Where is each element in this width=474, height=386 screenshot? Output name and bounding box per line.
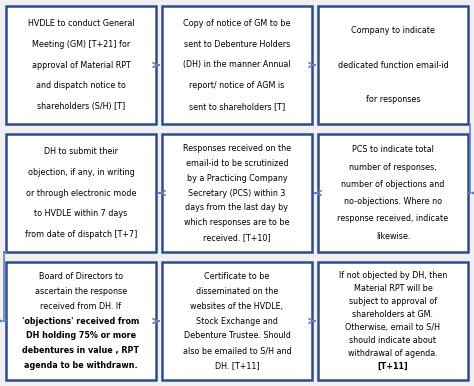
Text: shareholders (S/H) [T]: shareholders (S/H) [T] <box>37 102 125 111</box>
Text: likewise.: likewise. <box>376 232 410 241</box>
FancyBboxPatch shape <box>318 6 468 124</box>
Text: Board of Directors to: Board of Directors to <box>39 272 123 281</box>
Text: email-id to be scrutinized: email-id to be scrutinized <box>186 159 288 168</box>
Text: subject to approval of: subject to approval of <box>349 297 437 306</box>
Text: Responses received on the: Responses received on the <box>183 144 291 153</box>
Text: Material RPT will be: Material RPT will be <box>354 284 432 293</box>
FancyBboxPatch shape <box>162 6 312 124</box>
Text: by a Practicing Company: by a Practicing Company <box>187 174 287 183</box>
Text: Copy of notice of GM to be: Copy of notice of GM to be <box>183 19 291 28</box>
Text: ascertain the response: ascertain the response <box>35 287 127 296</box>
Text: days from the last day by: days from the last day by <box>185 203 289 212</box>
Text: for responses: for responses <box>366 95 420 104</box>
Text: or through electronic mode: or through electronic mode <box>26 188 136 198</box>
Text: Certificate to be: Certificate to be <box>204 272 270 281</box>
Text: DH to submit their: DH to submit their <box>44 147 118 156</box>
Text: number of objections and: number of objections and <box>341 180 445 189</box>
Text: to HVDLE within 7 days: to HVDLE within 7 days <box>35 209 128 218</box>
Text: also be emailed to S/H and: also be emailed to S/H and <box>182 346 292 355</box>
Text: sent to Debenture Holders: sent to Debenture Holders <box>184 40 290 49</box>
FancyBboxPatch shape <box>162 134 312 252</box>
FancyBboxPatch shape <box>6 134 156 252</box>
Text: disseminated on the: disseminated on the <box>196 287 278 296</box>
Text: shareholders at GM.: shareholders at GM. <box>353 310 434 319</box>
Text: approval of Material RPT: approval of Material RPT <box>32 61 130 69</box>
Text: should indicate about: should indicate about <box>349 336 437 345</box>
Text: which responses are to be: which responses are to be <box>184 218 290 227</box>
Text: Debenture Trustee. Should: Debenture Trustee. Should <box>183 331 291 340</box>
Text: Company to indicate: Company to indicate <box>351 26 435 35</box>
Text: number of responses,: number of responses, <box>349 163 437 171</box>
FancyBboxPatch shape <box>318 134 468 252</box>
FancyBboxPatch shape <box>6 6 156 124</box>
Text: and dispatch notice to: and dispatch notice to <box>36 81 126 90</box>
Text: Otherwise, email to S/H: Otherwise, email to S/H <box>346 323 440 332</box>
Text: dedicated function email-id: dedicated function email-id <box>337 61 448 69</box>
Text: 'objections' received from: 'objections' received from <box>22 317 140 325</box>
Text: from date of dispatch [T+7]: from date of dispatch [T+7] <box>25 230 137 239</box>
Text: no-objections. Where no: no-objections. Where no <box>344 197 442 206</box>
Text: response received, indicate: response received, indicate <box>337 215 448 223</box>
FancyBboxPatch shape <box>6 262 156 380</box>
Text: Meeting (GM) [T+21] for: Meeting (GM) [T+21] for <box>32 40 130 49</box>
Text: report/ notice of AGM is: report/ notice of AGM is <box>190 81 284 90</box>
Text: DH. [T+11]: DH. [T+11] <box>215 361 259 370</box>
Text: HVDLE to conduct General: HVDLE to conduct General <box>27 19 134 28</box>
FancyBboxPatch shape <box>162 262 312 380</box>
Text: received from DH. If: received from DH. If <box>40 302 121 311</box>
Text: (DH) in the manner Annual: (DH) in the manner Annual <box>183 61 291 69</box>
Text: debentures in value , RPT: debentures in value , RPT <box>22 346 139 355</box>
Text: DH holding 75% or more: DH holding 75% or more <box>26 331 136 340</box>
Text: Secretary (PCS) within 3: Secretary (PCS) within 3 <box>188 188 286 198</box>
Text: withdrawal of agenda.: withdrawal of agenda. <box>348 349 438 358</box>
Text: agenda to be withdrawn.: agenda to be withdrawn. <box>24 361 138 370</box>
Text: sent to shareholders [T]: sent to shareholders [T] <box>189 102 285 111</box>
Text: objection, if any, in writing: objection, if any, in writing <box>27 168 134 177</box>
Text: Stock Exchange and: Stock Exchange and <box>196 317 278 325</box>
Text: [T+11]: [T+11] <box>378 362 409 371</box>
Text: websites of the HVDLE,: websites of the HVDLE, <box>191 302 283 311</box>
Text: PCS to indicate total: PCS to indicate total <box>352 145 434 154</box>
Text: If not objected by DH, then: If not objected by DH, then <box>339 271 447 280</box>
Text: received. [T+10]: received. [T+10] <box>203 233 271 242</box>
FancyBboxPatch shape <box>318 262 468 380</box>
